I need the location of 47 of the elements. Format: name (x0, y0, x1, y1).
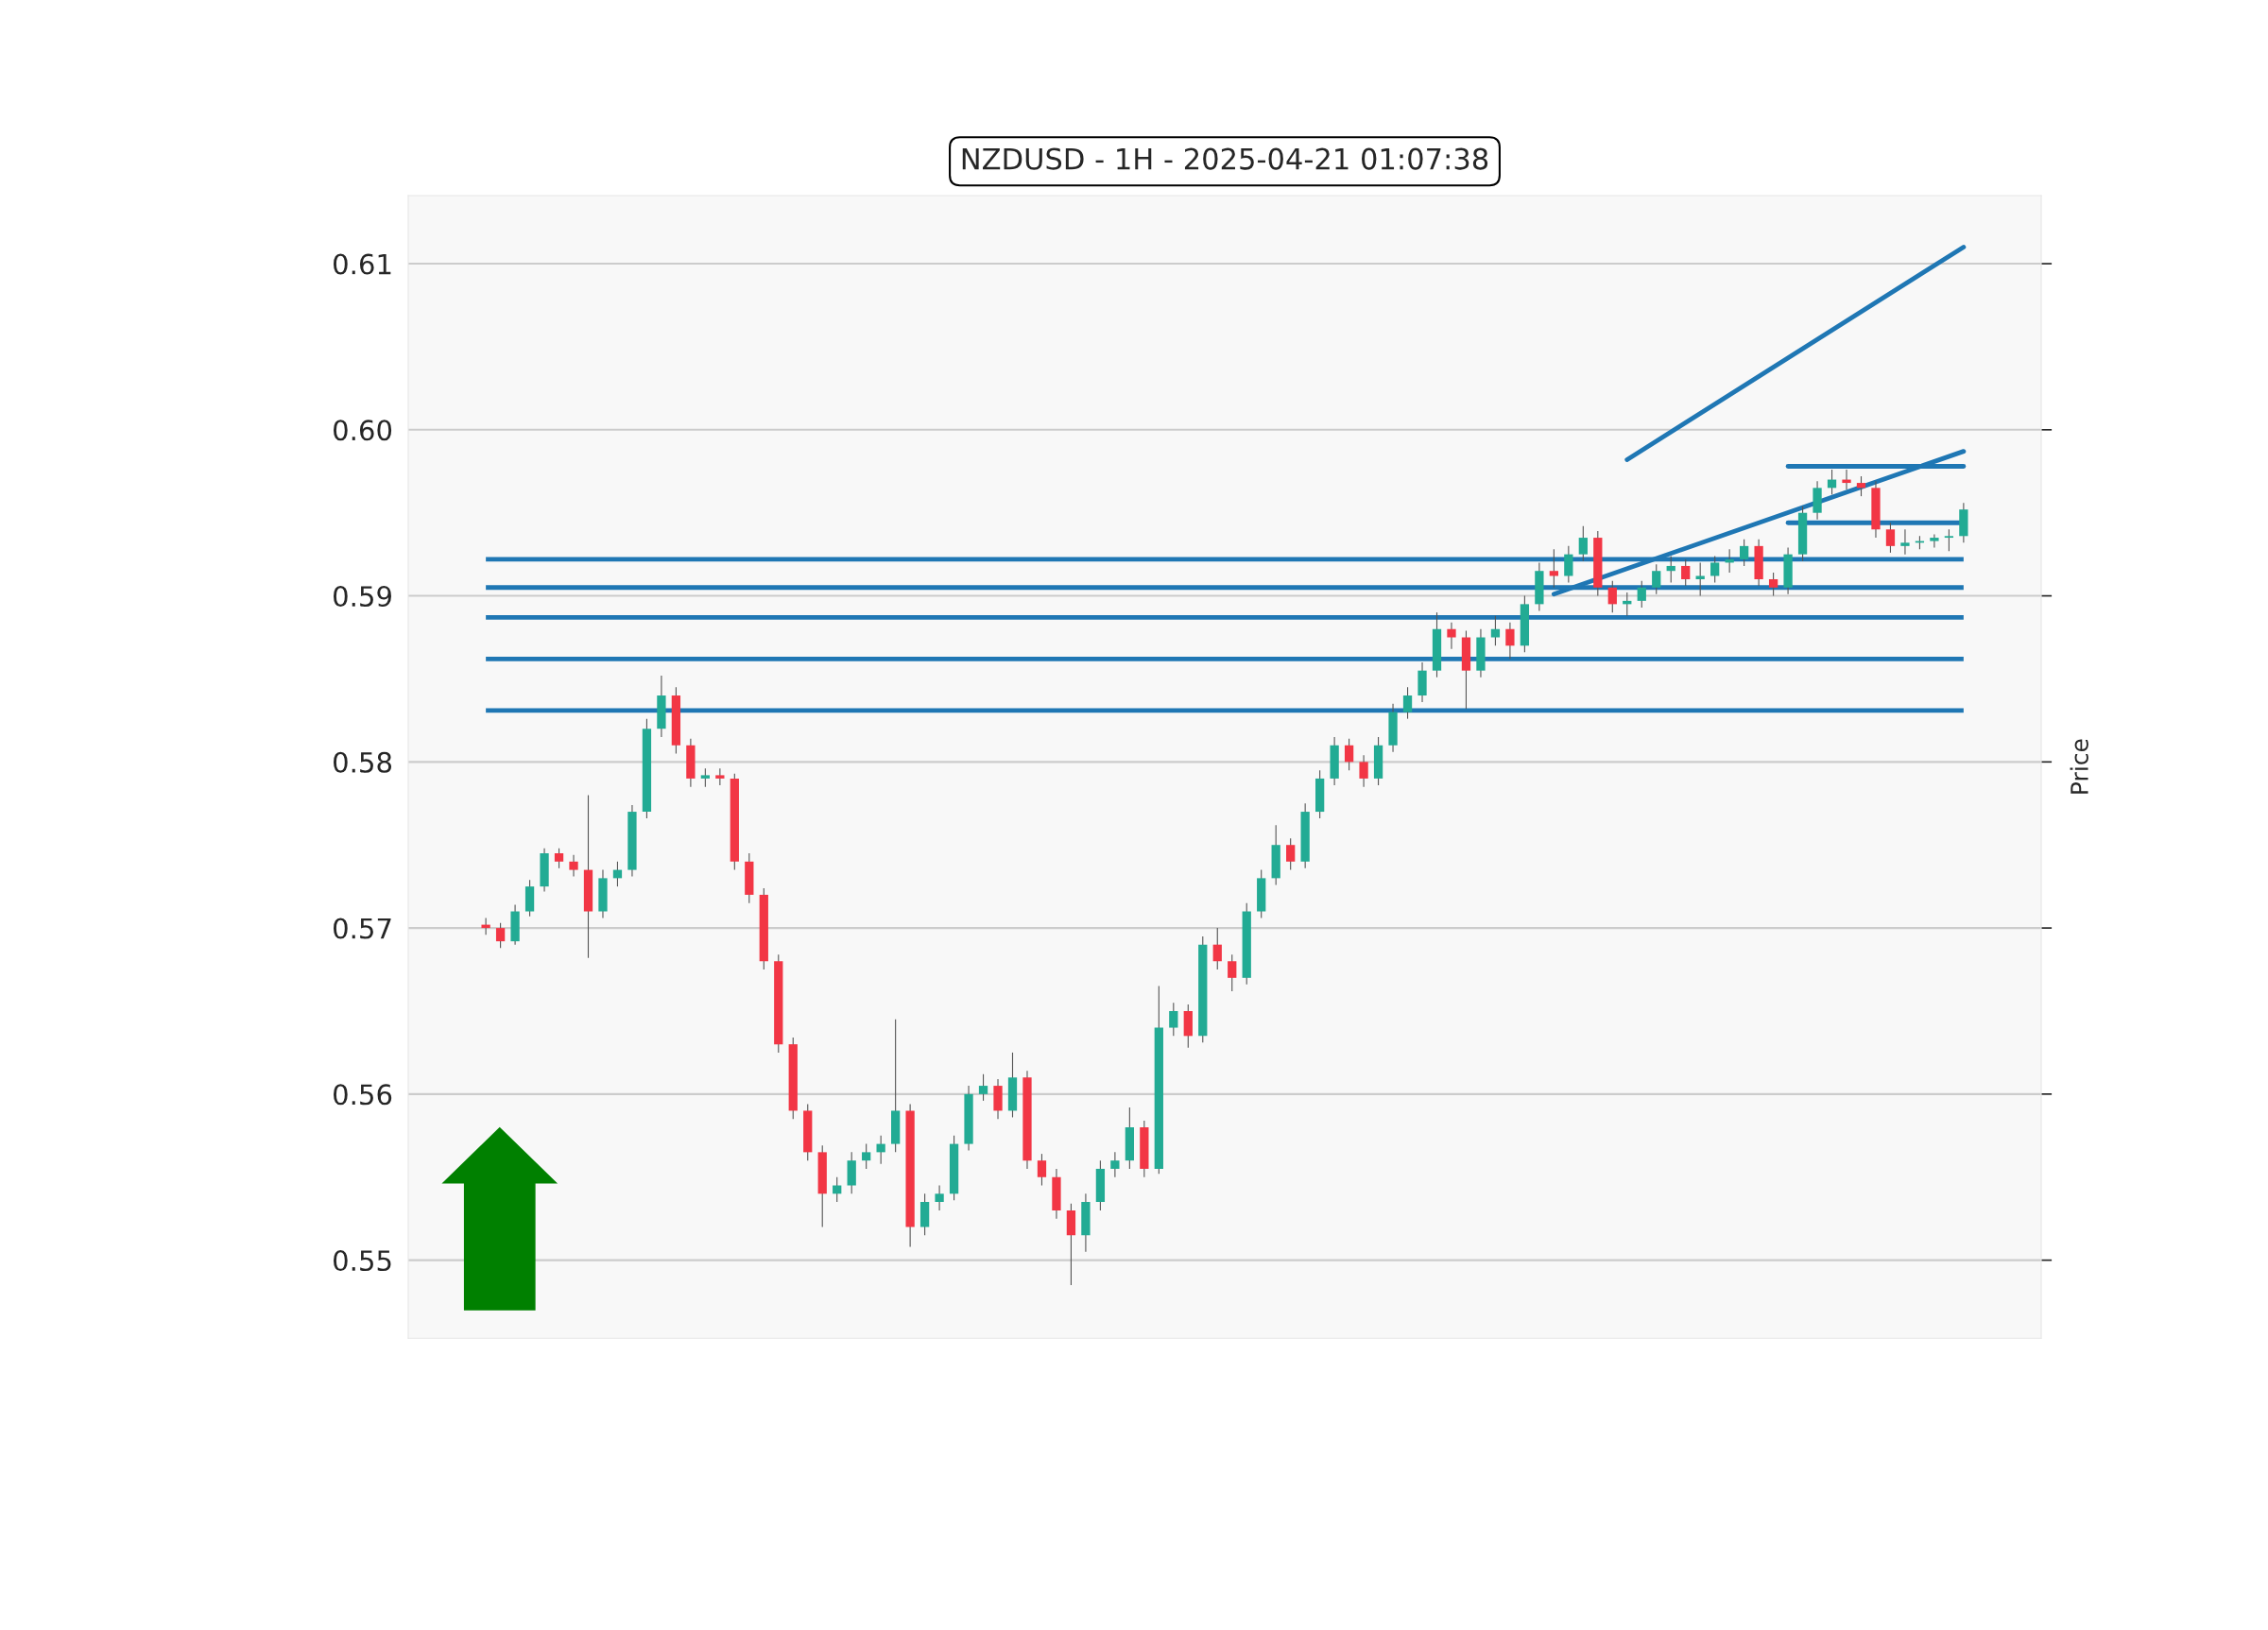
candlestick (1900, 528, 1910, 556)
candlestick (1681, 558, 1691, 587)
candlestick (1564, 545, 1573, 584)
candlestick (1768, 572, 1778, 597)
candlestick (1652, 563, 1661, 595)
candlestick (1607, 580, 1617, 613)
candlestick (1359, 754, 1368, 788)
y-axis-title: Price (2070, 739, 2088, 794)
candlestick (1212, 927, 1222, 970)
candlestick (1856, 475, 1866, 497)
candlestick (1578, 525, 1588, 562)
y-tick-label: 0.58 (334, 751, 392, 773)
y-tick-label: 0.57 (334, 918, 391, 939)
candlestick (1286, 837, 1296, 871)
candlestick (978, 1073, 988, 1102)
candlestick (1944, 528, 1954, 552)
candlestick (1110, 1151, 1120, 1178)
candlestick (1637, 580, 1646, 609)
chart-title: NZDUSD - 1H - 2025-04-21 01:07:38 (962, 147, 1488, 170)
candlestick (1344, 738, 1354, 771)
y-tick-label: 0.59 (334, 586, 391, 608)
y-tick-label: 0.55 (334, 1250, 391, 1272)
candlestick (1549, 548, 1559, 589)
candlestick (495, 922, 506, 949)
candlestick (1842, 469, 1851, 490)
candlestick (1666, 555, 1675, 584)
candlestick (1402, 686, 1413, 720)
candlestick (1885, 522, 1896, 554)
candlestick (569, 854, 578, 878)
candlestick (1228, 953, 1237, 992)
candlestick (1695, 561, 1705, 597)
candlestick (1739, 539, 1749, 567)
candlestick (1169, 1002, 1178, 1037)
candlestick (554, 848, 564, 869)
candlestick (1490, 615, 1501, 646)
y-tick-label: 0.60 (334, 420, 392, 441)
candlestick (935, 1184, 944, 1211)
candlestick (1930, 533, 1939, 549)
y-tick-label: 0.56 (334, 1084, 392, 1106)
y-tick-label: 0.61 (334, 253, 391, 275)
candlestick (862, 1143, 871, 1170)
candlestick (700, 767, 711, 788)
candlestick (1710, 555, 1720, 584)
candlestick (1447, 622, 1456, 650)
candlestick (481, 917, 490, 935)
candlestick (1505, 622, 1515, 660)
candlestick (1037, 1153, 1047, 1187)
